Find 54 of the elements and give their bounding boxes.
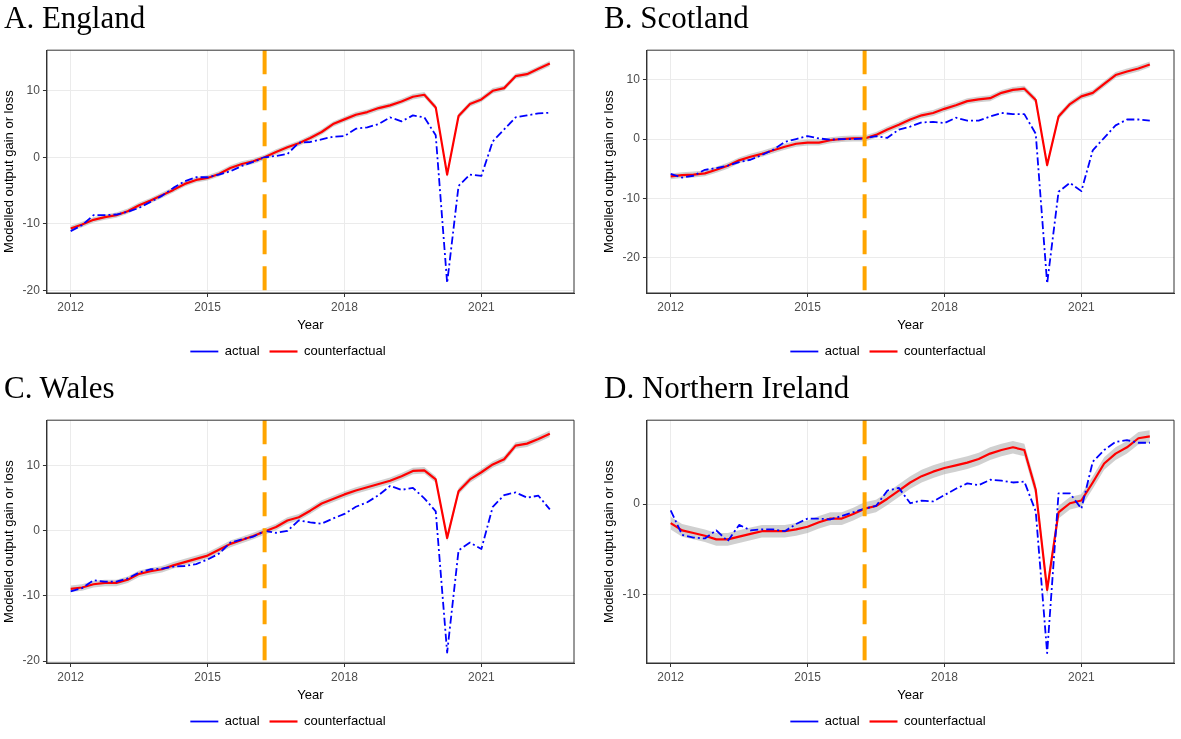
x-tick-label: 2015 <box>194 669 222 684</box>
legend-label: counterfactual <box>904 343 986 359</box>
x-axis-title: Year <box>897 686 925 702</box>
legend-label: actual <box>224 713 260 729</box>
line-series <box>669 112 1151 285</box>
y-tick-label: 0 <box>33 149 41 164</box>
x-axis-title: Year <box>297 316 325 332</box>
x-tick-label: 2012 <box>57 299 85 314</box>
x-tick-label: 2018 <box>331 299 359 314</box>
line-series <box>669 439 1151 654</box>
x-tick-label: 2021 <box>1068 299 1096 314</box>
x-tick-label: 2021 <box>1068 669 1096 684</box>
x-tick-label: 2012 <box>657 669 685 684</box>
chart-title: D. Northern Ireland <box>604 370 850 406</box>
y-tick-label: 10 <box>626 72 641 87</box>
line-series <box>69 485 551 654</box>
y-tick-label: -10 <box>622 586 641 601</box>
y-axis-title: Modelled output gain or loss <box>1 459 17 623</box>
y-tick-label: -10 <box>622 190 641 205</box>
legend-label: actual <box>824 343 860 359</box>
y-tick-label: 0 <box>633 131 641 146</box>
legend-label: counterfactual <box>904 713 986 729</box>
legend-label: counterfactual <box>304 343 386 359</box>
x-axis-title: Year <box>897 316 925 332</box>
y-tick-label: -20 <box>22 282 41 297</box>
y-axis-title: Modelled output gain or loss <box>1 89 17 253</box>
y-tick-label: 10 <box>26 458 41 473</box>
x-tick-label: 2021 <box>468 299 496 314</box>
x-tick-label: 2015 <box>194 299 222 314</box>
x-tick-label: 2021 <box>468 669 496 684</box>
y-tick-label: 0 <box>33 523 41 538</box>
legend-label: counterfactual <box>304 713 386 729</box>
y-tick-label: -20 <box>622 249 641 264</box>
x-tick-label: 2018 <box>931 299 959 314</box>
x-tick-label: 2015 <box>794 669 822 684</box>
chart-title: A. England <box>4 0 146 36</box>
y-axis-title: Modelled output gain or loss <box>601 89 617 253</box>
x-axis-title: Year <box>297 686 325 702</box>
y-axis-title: Modelled output gain or loss <box>601 459 617 623</box>
y-tick-label: -10 <box>22 588 41 603</box>
x-tick-label: 2018 <box>331 669 359 684</box>
line-series <box>69 111 551 284</box>
x-tick-label: 2015 <box>794 299 822 314</box>
y-tick-label: 10 <box>26 83 41 98</box>
y-tick-label: -20 <box>22 653 41 668</box>
x-tick-label: 2012 <box>57 669 85 684</box>
y-tick-label: -10 <box>22 216 41 231</box>
legend-label: actual <box>224 343 260 359</box>
chart-title: C. Wales <box>4 370 115 406</box>
x-tick-label: 2012 <box>657 299 685 314</box>
x-tick-label: 2018 <box>931 669 959 684</box>
legend-label: actual <box>824 713 860 729</box>
y-tick-label: 0 <box>633 496 641 511</box>
chart-title: B. Scotland <box>604 0 749 36</box>
